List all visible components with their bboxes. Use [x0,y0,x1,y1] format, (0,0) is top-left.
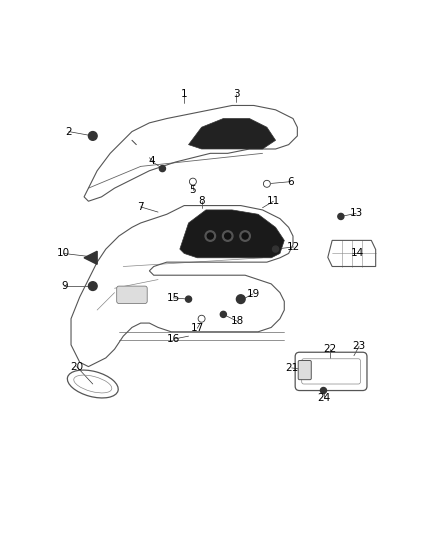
Circle shape [185,296,191,302]
Text: 4: 4 [148,156,155,166]
Circle shape [338,213,344,220]
Circle shape [225,233,231,239]
Text: 15: 15 [167,293,180,303]
Text: 20: 20 [70,361,83,372]
Text: 8: 8 [198,196,205,206]
Polygon shape [84,251,97,264]
Circle shape [207,233,213,239]
Circle shape [159,166,166,172]
Circle shape [223,231,233,241]
Text: 6: 6 [287,176,294,187]
Circle shape [237,295,245,303]
Circle shape [263,180,270,187]
Text: 3: 3 [233,88,240,99]
Circle shape [88,282,97,290]
Text: 23: 23 [353,341,366,351]
Circle shape [205,231,215,241]
Text: 21: 21 [285,363,298,373]
Text: 14: 14 [351,248,364,259]
Text: 5: 5 [190,185,196,195]
Text: 13: 13 [350,208,363,219]
Circle shape [220,311,226,318]
Polygon shape [188,118,276,149]
Circle shape [321,387,326,393]
Text: 19: 19 [246,289,260,299]
Circle shape [189,178,196,185]
Text: 11: 11 [267,196,280,206]
Circle shape [88,132,97,140]
Circle shape [240,231,251,241]
Text: 24: 24 [318,393,331,403]
Text: 16: 16 [167,334,180,344]
Text: 9: 9 [61,281,68,291]
Text: 18: 18 [231,317,244,326]
Circle shape [242,233,248,239]
Text: 7: 7 [138,202,144,212]
FancyBboxPatch shape [298,360,311,379]
Circle shape [272,246,279,252]
Text: 12: 12 [287,242,300,252]
Text: 1: 1 [181,88,187,99]
Circle shape [198,315,205,322]
Polygon shape [180,210,284,258]
FancyBboxPatch shape [117,286,147,303]
Text: 10: 10 [57,248,70,259]
Text: 2: 2 [66,126,72,136]
Text: 22: 22 [323,344,337,354]
Text: 17: 17 [191,324,204,333]
